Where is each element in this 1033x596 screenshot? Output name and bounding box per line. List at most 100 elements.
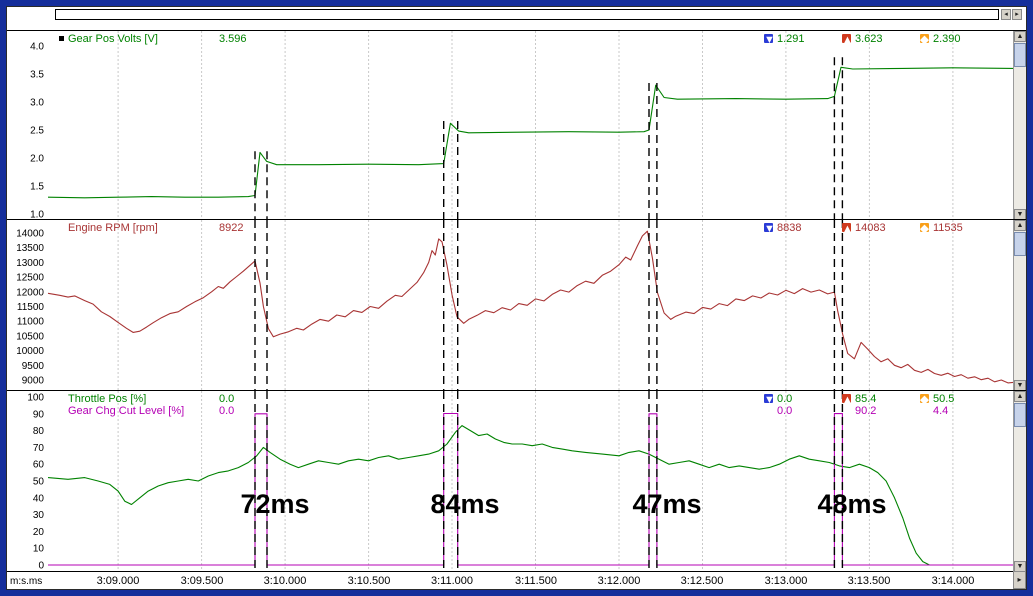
y-tick-label: 1.5 [30,182,44,193]
up-arrow-icon: ▲ [1016,33,1024,40]
gearshift-duration-label: 47ms [632,489,702,519]
trace-throttle-pos [47,425,1013,566]
overview-scrollbar[interactable] [55,9,999,20]
y-tick-label: 80 [33,426,45,437]
max-stat-value: 90.2 [855,405,877,417]
channel-current-value: 3.596 [219,33,247,45]
channel-current-value: 0.0 [219,405,235,417]
engine-rpm-panel: 14000 13500 13000 12500 12000 11500 11000 10500… [7,219,1026,391]
y-tick-label: 70 [33,443,45,454]
y-tick-label: 30 [33,510,45,521]
min-stat-value: 0.0 [777,393,793,405]
y-tick-label: 2.0 [30,154,44,165]
time-tick-label: 3:14.000 [931,575,975,587]
panel-vscrollbar[interactable]: ▲ ▼ [1013,220,1026,391]
min-stat-value: 0.0 [777,405,793,417]
engine-rpm-header: Engine RPM [rpm] 8922 ▼ 8838 ▲ 14083 ◆ 1… [7,220,1026,248]
channel-current-value: 0.0 [219,393,235,405]
gear-pos-volts-panel: 4.0 3.5 3.0 2.5 2.0 1.5 1.0 Gear Pos Volts [V]… [7,30,1026,220]
up-arrow-icon: ▲ [1016,222,1024,229]
max-stat-icon: ▲ [842,34,853,46]
avg-stat-value: 50.5 [933,393,955,405]
down-arrow-icon: ▼ [1016,211,1024,218]
y-tick-label: 13000 [16,258,44,269]
gear-pos-volts-plot[interactable]: 4.0 3.5 3.0 2.5 2.0 1.5 1.0 [7,31,1013,220]
channel-name-label[interactable]: Throttle Pos [%] [68,393,147,405]
time-tick-label: 3:13.500 [847,575,891,587]
panel-vscrollbar[interactable]: ▲ ▼ [1013,391,1026,572]
time-tick-label: 3:11.500 [514,575,557,587]
chart-workspace: ◂ ▸ 4.0 3.5 3.0 2.5 2.0 1.5 1.0 Gear Pos Volts… [6,6,1027,590]
avg-stat-value: 2.390 [933,33,961,45]
panel-vscrollbar[interactable]: ▲ ▼ [1013,31,1026,220]
vscrollbar-thumb[interactable] [1014,43,1026,67]
trace-engine-rpm-rpm [47,230,1013,384]
y-tick-label: 1.0 [30,210,44,221]
gearshift-duration-label: 72ms [240,489,310,519]
avg-stat-value: 11535 [933,222,963,234]
min-stat-icon: ▼ [764,34,775,46]
throttle-cut-panel: 100 90 80 70 60 50 40 30 20 10 0 Throttle Pos [%] … [7,390,1026,572]
y-tick-label: 10000 [16,346,44,357]
y-tick-label: 60 [33,460,45,471]
y-tick-label: 40 [33,493,45,504]
vscrollbar-thumb[interactable] [1014,232,1026,256]
time-tick-label: 3:10.500 [347,575,391,587]
scroll-up-button[interactable]: ▲ [1014,31,1026,42]
max-stat-icon: ▲ [842,394,853,406]
right-arrow-icon: ▸ [1017,575,1022,584]
scroll-up-button[interactable]: ▲ [1014,220,1026,231]
y-tick-label: 14000 [16,229,44,240]
scroll-left-button[interactable]: ◂ [1001,9,1011,20]
y-tick-label: 0 [38,561,44,572]
channel-current-value: 8922 [219,222,244,234]
time-tick-label: 3:13.000 [764,575,808,587]
time-unit-label: m:s.ms [10,576,43,587]
avg-stat-icon: ◆ [920,394,929,406]
gear-pos-volts-header: Gear Pos Volts [V] 3.596 ▼ 1.291 ▲ 3.623… [7,31,1026,59]
y-tick-label: 100 [27,393,44,404]
time-tick-label: 3:09.000 [96,575,140,587]
time-tick-label: 3:11.000 [430,575,473,587]
avg-stat-icon: ◆ [920,34,929,46]
vscrollbar-thumb[interactable] [1014,403,1026,427]
throttle-cut-header: Throttle Pos [%] 0.0 Gear Chg Cut Level … [7,391,1026,419]
down-arrow-icon: ▼ [1016,563,1024,570]
scroll-right-button[interactable]: ▸ [1012,9,1022,20]
selected-channel-marker [59,36,64,41]
time-tick-label: 3:12.000 [597,575,641,587]
min-stat-value: 1.291 [777,33,805,45]
up-arrow-icon: ▲ [1016,393,1024,400]
min-stat-icon: ▼ [764,394,775,406]
y-tick-label: 4.0 [30,42,44,53]
min-stat-value: 8838 [777,222,802,234]
gearshift-duration-label: 84ms [430,489,500,519]
left-arrow-icon: ◂ [1004,11,1008,18]
time-tick-label: 3:12.500 [680,575,724,587]
time-scroll-right-button[interactable]: ▸ [1013,571,1026,589]
down-arrow-icon: ▼ [1016,382,1024,389]
channel-name-label[interactable]: Engine RPM [rpm] [68,222,158,234]
y-tick-label: 11000 [17,317,45,328]
time-axis: m:s.ms 3:09.000 3:09.500 3:10.000 3:10.500 3… [7,571,1026,589]
right-arrow-icon: ▸ [1015,11,1019,18]
y-tick-label: 10500 [16,331,44,342]
gearshift-duration-label: 48ms [817,489,887,519]
time-tick-row: 3:09.000 3:09.500 3:10.000 3:10.500 3:11.000… [7,572,1013,590]
channel-name-label[interactable]: Gear Chg Cut Level [%] [68,405,185,417]
y-tick-label: 10 [33,544,45,555]
time-tick-label: 3:10.000 [263,575,307,587]
engine-rpm-plot[interactable]: 14000 13500 13000 12500 12000 11500 11000 10500… [7,220,1013,391]
trace-gear-pos-volts-v [47,66,1013,199]
max-stat-value: 14083 [855,222,886,234]
scroll-up-button[interactable]: ▲ [1014,391,1026,402]
max-stat-value: 3.623 [855,33,883,45]
y-tick-label: 50 [33,477,45,488]
y-tick-label: 3.5 [30,70,44,81]
channel-name-label[interactable]: Gear Pos Volts [V] [68,33,158,45]
y-tick-label: 20 [33,527,45,538]
y-tick-label: 11500 [17,302,45,313]
avg-stat-value: 4.4 [933,405,949,417]
